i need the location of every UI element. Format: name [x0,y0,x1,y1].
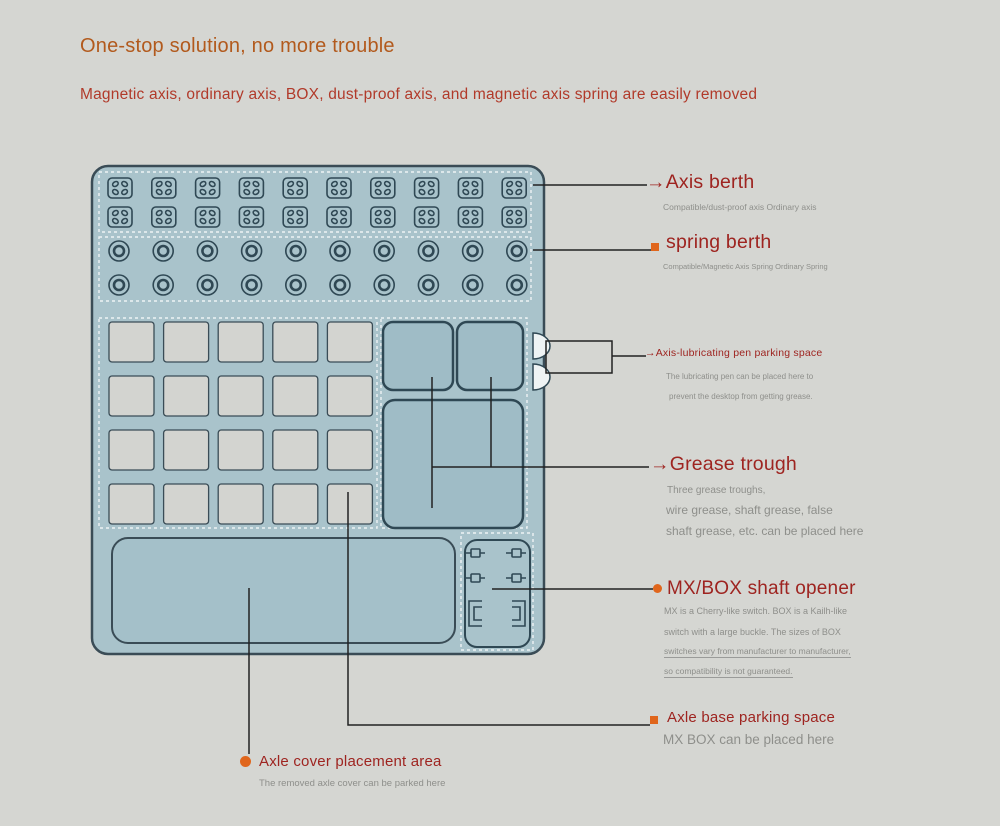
axle-cover-slot [217,483,264,525]
page-title: One-stop solution, no more trouble [80,35,395,57]
bullet-dot-icon [653,584,662,593]
grease-trough-title: Grease trough [669,453,797,475]
grease-trough-label: →Grease trough [650,453,797,476]
spring-berth-label: spring berth [666,231,772,253]
axle-base-tray [111,537,456,644]
axis-berth-sub: Compatible/dust-proof axis Ordinary axis [663,202,817,212]
shaft-opener-sub-4: so compatibility is not guaranteed. [664,666,793,678]
axle-cover-sub: The removed axle cover can be parked her… [259,778,446,789]
axle-cover-slot [108,375,155,417]
axle-cover-slot [326,375,374,417]
spring-berth-region [98,236,532,302]
grease-trough-small-2 [455,320,525,392]
grease-trough-small-1 [381,320,455,392]
connector-lines [248,184,653,754]
bullet-dot-icon [240,756,251,767]
shaft-opener-label: MX/BOX shaft opener [667,578,856,599]
axle-cover-slot [162,429,210,471]
connector-grease [431,377,649,508]
axle-cover-slot [272,483,319,525]
axle-cover-slot [326,483,374,525]
axle-cover-region [98,317,378,529]
axle-base-label: Axle base parking space [667,709,836,726]
pen-notch-1 [532,332,551,360]
axle-cover-slot [217,321,264,363]
axle-cover-slot [108,321,155,363]
shaft-opener-sub-3: switches vary from manufacturer to manuf… [664,646,851,658]
axle-cover-slot [272,375,319,417]
grease-trough-sub-1: Three grease troughs, [667,485,766,496]
arrow-right-icon: → [650,453,670,475]
page-subtitle: Magnetic axis, ordinary axis, BOX, dust-… [80,86,758,103]
shaft-opener-sub-1: MX is a Cherry-like switch. BOX is a Kai… [664,606,848,616]
pen-parking-sub-1: The lubricating pen can be placed here t… [666,372,814,381]
connector-axle-base [347,492,650,726]
arrow-right-icon: → [645,347,656,359]
axle-cover-slot [217,375,264,417]
axis-berth-title: Axis berth [665,171,755,193]
pen-parking-label: →Axis-lubricating pen parking space [645,347,822,359]
pen-parking-sub-2: prevent the desktop from getting grease. [669,392,813,401]
axle-cover-slot [162,375,210,417]
spring-berth-sub: Compatible/Magnetic Axis Spring Ordinary… [663,262,828,271]
grease-trough-large [381,398,525,530]
pen-bracket [545,340,613,374]
axis-berth-label: →Axis berth [646,171,754,194]
shaft-opener-panel [464,539,531,648]
shaft-opener-region [460,532,534,651]
axle-cover-slot [272,429,319,471]
axle-cover-label: Axle cover placement area [259,753,442,770]
axle-cover-slot [217,429,264,471]
axle-cover-slot [108,429,155,471]
axle-base-sub: MX BOX can be placed here [663,732,835,747]
grease-trough-sub-2: wire grease, shaft grease, false [666,503,833,517]
pen-notch-2 [532,363,551,391]
axle-cover-slot [326,321,374,363]
grease-trough-sub-3: shaft grease, etc. can be placed here [666,524,864,538]
axle-cover-slot [326,429,374,471]
bullet-square-icon [651,243,659,251]
device-body [90,164,551,656]
axle-cover-slot [162,321,210,363]
bullet-square-icon [650,716,658,724]
axle-cover-slot [108,483,155,525]
shaft-opener-sub-2: switch with a large buckle. The sizes of… [664,627,841,637]
pen-parking-title: Axis-lubricating pen parking space [655,347,823,359]
arrow-right-icon: → [646,171,666,193]
axis-berth-region [98,171,532,233]
axle-cover-slot [272,321,319,363]
axle-cover-slot [162,483,210,525]
